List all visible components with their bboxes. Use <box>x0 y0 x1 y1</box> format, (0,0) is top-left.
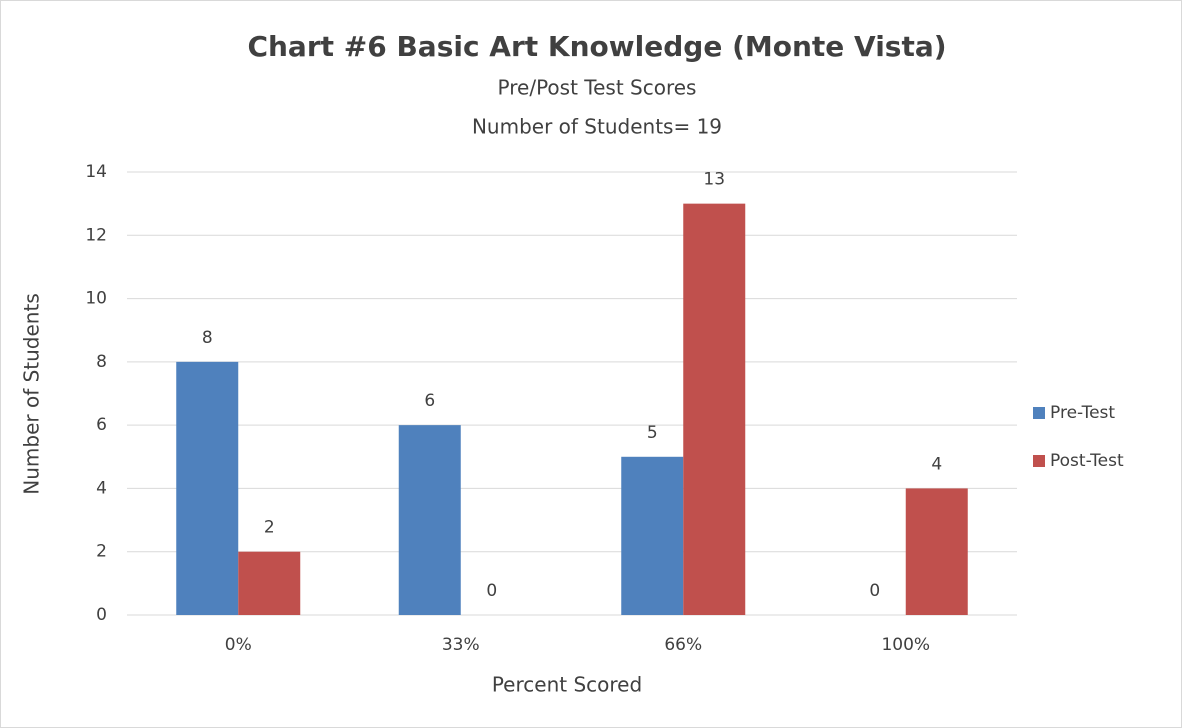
x-tick-label: 33% <box>442 635 480 655</box>
x-tick-label: 100% <box>881 635 930 655</box>
legend-swatch <box>1033 407 1045 419</box>
bar <box>683 203 746 615</box>
data-label: 8 <box>202 328 213 348</box>
data-label: 0 <box>869 581 880 601</box>
x-axis-label: Percent Scored <box>492 673 642 697</box>
y-axis-label: Number of Students <box>20 293 44 494</box>
data-label: 0 <box>486 581 497 601</box>
y-tick-label: 14 <box>85 162 107 182</box>
y-tick-label: 8 <box>96 352 107 372</box>
chart-subtitle: Pre/Post Test Scores <box>498 76 697 100</box>
bar <box>398 425 461 615</box>
x-tick-label: 0% <box>225 635 252 655</box>
data-label: 6 <box>424 391 435 411</box>
data-label: 4 <box>931 454 942 474</box>
bar <box>176 361 239 615</box>
y-tick-label: 0 <box>96 605 107 625</box>
legend-label: Post-Test <box>1050 451 1124 471</box>
data-label: 2 <box>264 518 275 538</box>
legend-label: Pre-Test <box>1050 403 1115 423</box>
chart-title: Chart #6 Basic Art Knowledge (Monte Vist… <box>247 30 946 63</box>
data-label: 13 <box>703 170 725 190</box>
y-tick-label: 12 <box>85 225 107 245</box>
y-tick-label: 2 <box>96 542 107 562</box>
legend-swatch <box>1033 455 1045 467</box>
y-tick-label: 4 <box>96 478 107 498</box>
bar <box>905 488 968 615</box>
bar <box>621 456 684 615</box>
y-tick-label: 10 <box>85 289 107 309</box>
bar <box>238 551 301 615</box>
y-tick-label: 6 <box>96 415 107 435</box>
chart-subtitle: Number of Students= 19 <box>472 115 722 139</box>
x-tick-label: 66% <box>664 635 702 655</box>
data-label: 5 <box>647 423 658 443</box>
